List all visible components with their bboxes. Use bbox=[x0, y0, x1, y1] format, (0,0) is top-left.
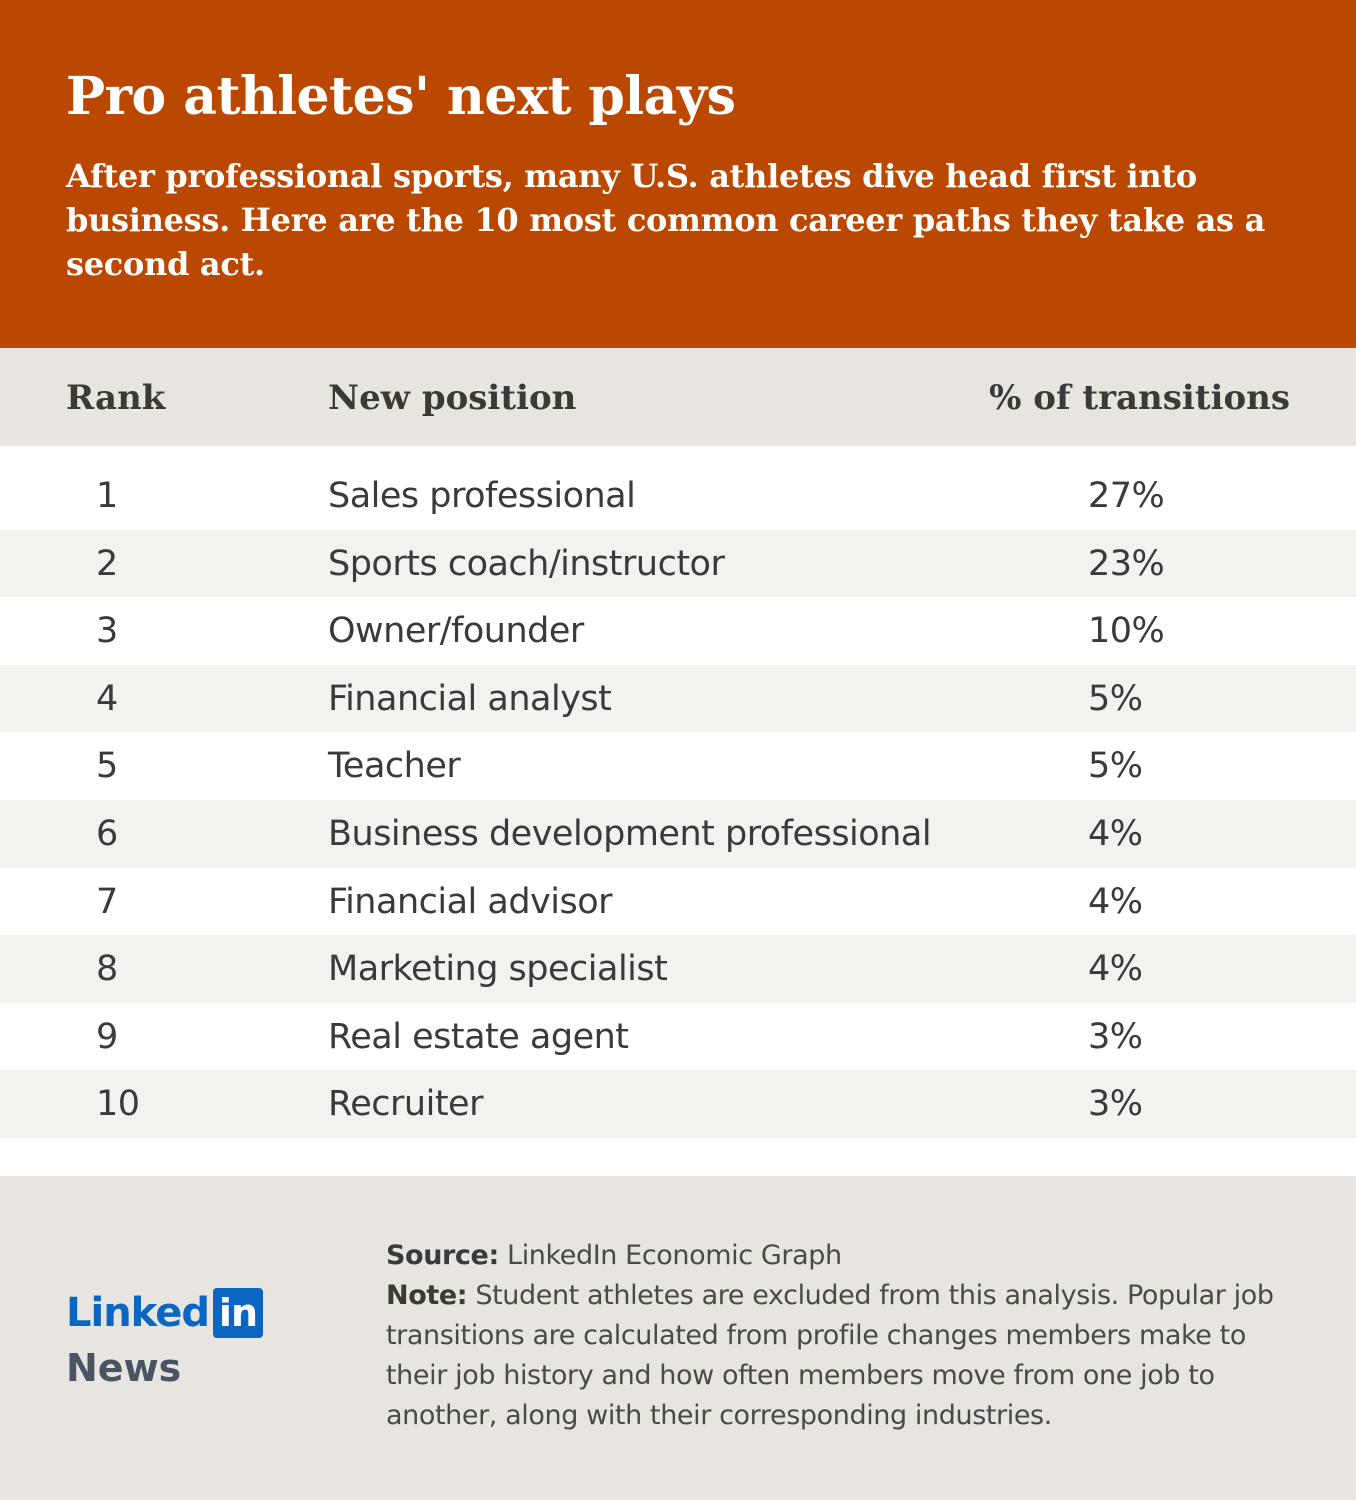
cell-rank: 7 bbox=[96, 881, 118, 922]
cell-percent: 4% bbox=[1088, 949, 1143, 990]
source-text: LinkedIn Economic Graph bbox=[507, 1240, 842, 1271]
cell-rank: 1 bbox=[96, 476, 118, 516]
source-notes: Source: LinkedIn Economic Graph Note: St… bbox=[386, 1236, 1296, 1436]
source-label: Source: bbox=[386, 1240, 499, 1271]
cell-percent: 4% bbox=[1088, 881, 1143, 922]
cell-position: Recruiter bbox=[328, 1084, 483, 1125]
cell-percent: 3% bbox=[1088, 1016, 1143, 1057]
cell-rank: 8 bbox=[96, 949, 118, 990]
cell-percent: 5% bbox=[1088, 678, 1143, 719]
cell-rank: 5 bbox=[96, 746, 118, 787]
cell-percent: 23% bbox=[1088, 543, 1165, 584]
table-row: 8 Marketing specialist 4% bbox=[0, 935, 1356, 1003]
cell-percent: 4% bbox=[1088, 813, 1143, 854]
footer: Linked in News Source: LinkedIn Economic… bbox=[0, 1176, 1356, 1500]
note-label: Note: bbox=[386, 1280, 468, 1311]
table-row: 7 Financial advisor 4% bbox=[0, 868, 1356, 936]
cell-percent: 27% bbox=[1088, 476, 1165, 516]
logo-news-label: News bbox=[66, 1346, 182, 1390]
cell-position: Sales professional bbox=[328, 476, 636, 516]
note-text: Student athletes are excluded from this … bbox=[386, 1280, 1274, 1431]
table-row: 9 Real estate agent 3% bbox=[0, 1003, 1356, 1071]
cell-position: Sports coach/instructor bbox=[328, 543, 725, 584]
cell-position: Real estate agent bbox=[328, 1016, 629, 1057]
cell-percent: 10% bbox=[1088, 611, 1165, 652]
cell-percent: 3% bbox=[1088, 1084, 1143, 1125]
linkedin-news-logo: Linked in News bbox=[66, 1288, 263, 1390]
header-banner: Pro athletes' next plays After professio… bbox=[0, 0, 1356, 348]
cell-rank: 2 bbox=[96, 543, 118, 584]
cell-position: Teacher bbox=[328, 746, 461, 787]
cell-rank: 3 bbox=[96, 611, 118, 652]
cell-position: Owner/founder bbox=[328, 611, 584, 652]
cell-position: Financial advisor bbox=[328, 881, 613, 922]
cell-position: Marketing specialist bbox=[328, 949, 668, 990]
table-row: 2 Sports coach/instructor 23% bbox=[0, 529, 1356, 598]
column-header-position: New position bbox=[328, 378, 577, 418]
cell-position: Financial analyst bbox=[328, 678, 612, 719]
table-row: 4 Financial analyst 5% bbox=[0, 664, 1356, 733]
cell-rank: 4 bbox=[96, 678, 118, 719]
column-header-percent: % of transitions bbox=[989, 378, 1290, 418]
note-line: Note: Student athletes are excluded from… bbox=[386, 1276, 1296, 1436]
source-line: Source: LinkedIn Economic Graph bbox=[386, 1236, 1296, 1276]
cell-rank: 6 bbox=[96, 813, 118, 854]
linkedin-in-icon: in bbox=[212, 1288, 263, 1338]
page-subtitle: After professional sports, many U.S. ath… bbox=[66, 157, 1266, 283]
page-title: Pro athletes' next plays bbox=[66, 66, 736, 127]
table-row: 6 Business development professional 4% bbox=[0, 799, 1356, 868]
cell-rank: 10 bbox=[96, 1084, 140, 1125]
table-row: 1 Sales professional 27% bbox=[0, 462, 1356, 530]
cell-rank: 9 bbox=[96, 1016, 118, 1057]
table-body: 1 Sales professional 27% 2 Sports coach/… bbox=[0, 462, 1356, 1138]
table-row: 10 Recruiter 3% bbox=[0, 1070, 1356, 1138]
cell-position: Business development professional bbox=[328, 813, 932, 854]
column-header-rank: Rank bbox=[66, 378, 166, 418]
cell-percent: 5% bbox=[1088, 746, 1143, 787]
table-header: Rank New position % of transitions bbox=[0, 348, 1356, 446]
table-row: 3 Owner/founder 10% bbox=[0, 597, 1356, 665]
table-row: 5 Teacher 5% bbox=[0, 732, 1356, 800]
logo-wordmark: Linked bbox=[66, 1290, 210, 1336]
